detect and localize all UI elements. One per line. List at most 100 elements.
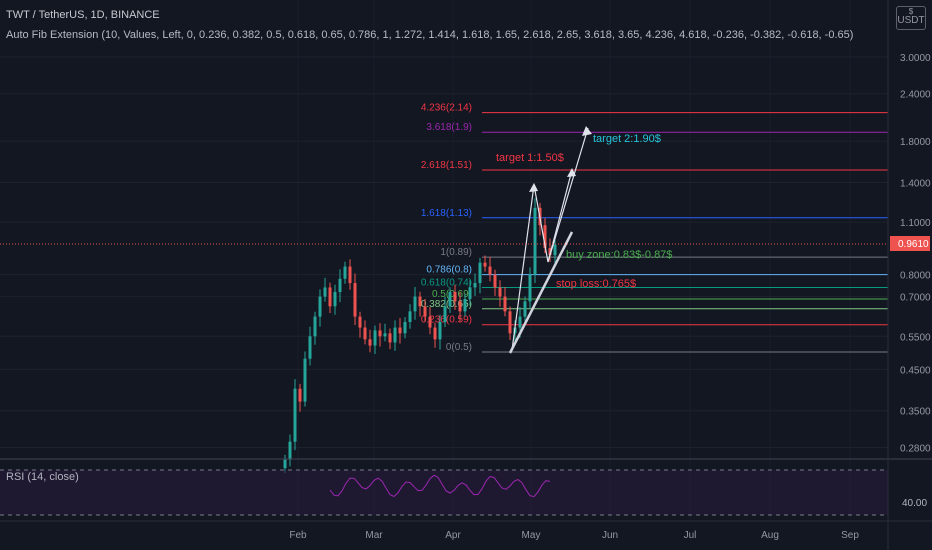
candle-body [488,266,492,275]
candle-body [283,459,287,469]
candle-body [293,388,297,442]
candle-body [473,283,477,288]
candle-body [453,291,457,302]
time-tick-label: May [522,530,541,541]
candle-body [418,296,422,307]
candle-body [433,327,437,340]
arrow-head-icon [567,168,576,177]
candle-body [338,278,342,292]
time-axis[interactable]: Feb Mar Apr May Jun Jul Aug Sep [289,530,859,541]
candle-body [328,287,332,307]
fib-label: 0.618(0.74) [421,277,472,288]
candle-body [393,327,397,343]
candle-body [478,262,482,284]
candles [283,198,557,474]
projection-path-2 [547,127,589,263]
price-tick-label: 3.0000 [900,53,931,64]
candle-body [483,262,487,267]
candle-body [438,321,442,340]
price-tick-label: 0.8000 [900,271,931,282]
trendline [508,231,574,354]
fib-label: 2.618(1.51) [421,160,472,171]
last-price-value: 0.9610 [898,239,929,250]
candle-body [533,207,537,275]
currency-label: USDT [897,15,925,26]
candle-body [498,287,502,297]
candle-body [383,333,387,337]
time-tick-label: Jul [684,530,697,541]
chart-annotation: target 2:1.90$ [593,133,661,145]
price-tick-label: 0.3500 [900,407,931,418]
candle-body [323,287,327,297]
candle-body [353,283,357,317]
candle-body [448,291,452,307]
indicator-legend[interactable]: Auto Fib Extension (10, Values, Left, 0,… [6,29,854,41]
candle-body [348,266,352,284]
drawings [508,126,592,354]
price-tick-label: 0.7000 [900,293,931,304]
candle-body [343,266,347,279]
fib-label: 1.618(1.13) [421,208,472,219]
candle-body [543,225,547,249]
price-tick-label: 1.1000 [900,218,931,229]
candle-body [553,244,557,256]
price-tick-label: 2.4000 [900,90,931,101]
candle-body [528,274,532,302]
price-tick-label: 0.5500 [900,332,931,343]
currency-badge[interactable]: $ USDT [896,6,926,30]
candle-body [493,274,497,288]
time-tick-label: Apr [445,530,461,541]
rsi-tick: 40.00 [902,498,927,509]
time-tick-label: Sep [841,530,859,541]
time-tick-label: Aug [761,530,779,541]
fib-label: 0.382(0.65) [421,299,472,310]
annotations: target 2:1.90$ target 1:1.50$ buy zone:0.8… [496,133,672,290]
time-tick-label: Jun [602,530,618,541]
price-tick-label: 0.4500 [900,365,931,376]
candle-body [508,311,512,334]
time-tick-label: Mar [365,530,383,541]
rsi-line [329,474,551,498]
candle-body [548,248,552,256]
fib-label: 0.786(0.8) [426,265,472,276]
rsi-series [329,474,551,498]
symbol-title[interactable]: TWT / TetherUS, 1D, BINANCE [6,9,160,21]
dollar-icon: $ [908,7,914,16]
candle-body [378,330,382,337]
candle-body [318,296,322,317]
candle-body [458,301,462,312]
fib-label: 0(0.5) [446,342,472,353]
candle-body [313,316,317,337]
candle-body [398,327,402,334]
price-tick-label: 1.8000 [900,137,931,148]
candle-body [423,306,427,317]
candle-body [288,441,292,460]
arrow-head-icon [529,183,538,192]
chart-annotation: target 1:1.50$ [496,152,564,164]
candle-body [388,333,392,343]
chart-annotation: stop loss:0.765$ [556,278,636,290]
fib-label: 3.618(1.9) [426,122,472,133]
rsi-band [0,470,888,515]
projection-path-1 [511,169,573,351]
candle-body [373,330,377,346]
candle-body [368,339,372,346]
candle-body [303,358,307,402]
rsi-legend[interactable]: RSI (14, close) [6,471,79,483]
arrow-head-icon [582,126,592,136]
time-tick-label: Feb [289,530,307,541]
candle-body [333,291,337,307]
candle-body [463,298,467,312]
candle-body [298,388,302,402]
price-tick-label: 0.2800 [900,443,931,454]
price-tick-label: 1.4000 [900,178,931,189]
candle-body [523,301,527,317]
candle-body [358,316,362,328]
candle-body [308,336,312,359]
price-axis[interactable]: 3.0000 2.4000 1.8000 1.4000 1.1000 0.8000 0.70… [900,53,931,454]
chart-grid [0,56,888,448]
fib-label: 4.236(2.14) [421,103,472,114]
fib-label: 0.5(0.69) [432,289,472,300]
candle-body [503,296,507,312]
